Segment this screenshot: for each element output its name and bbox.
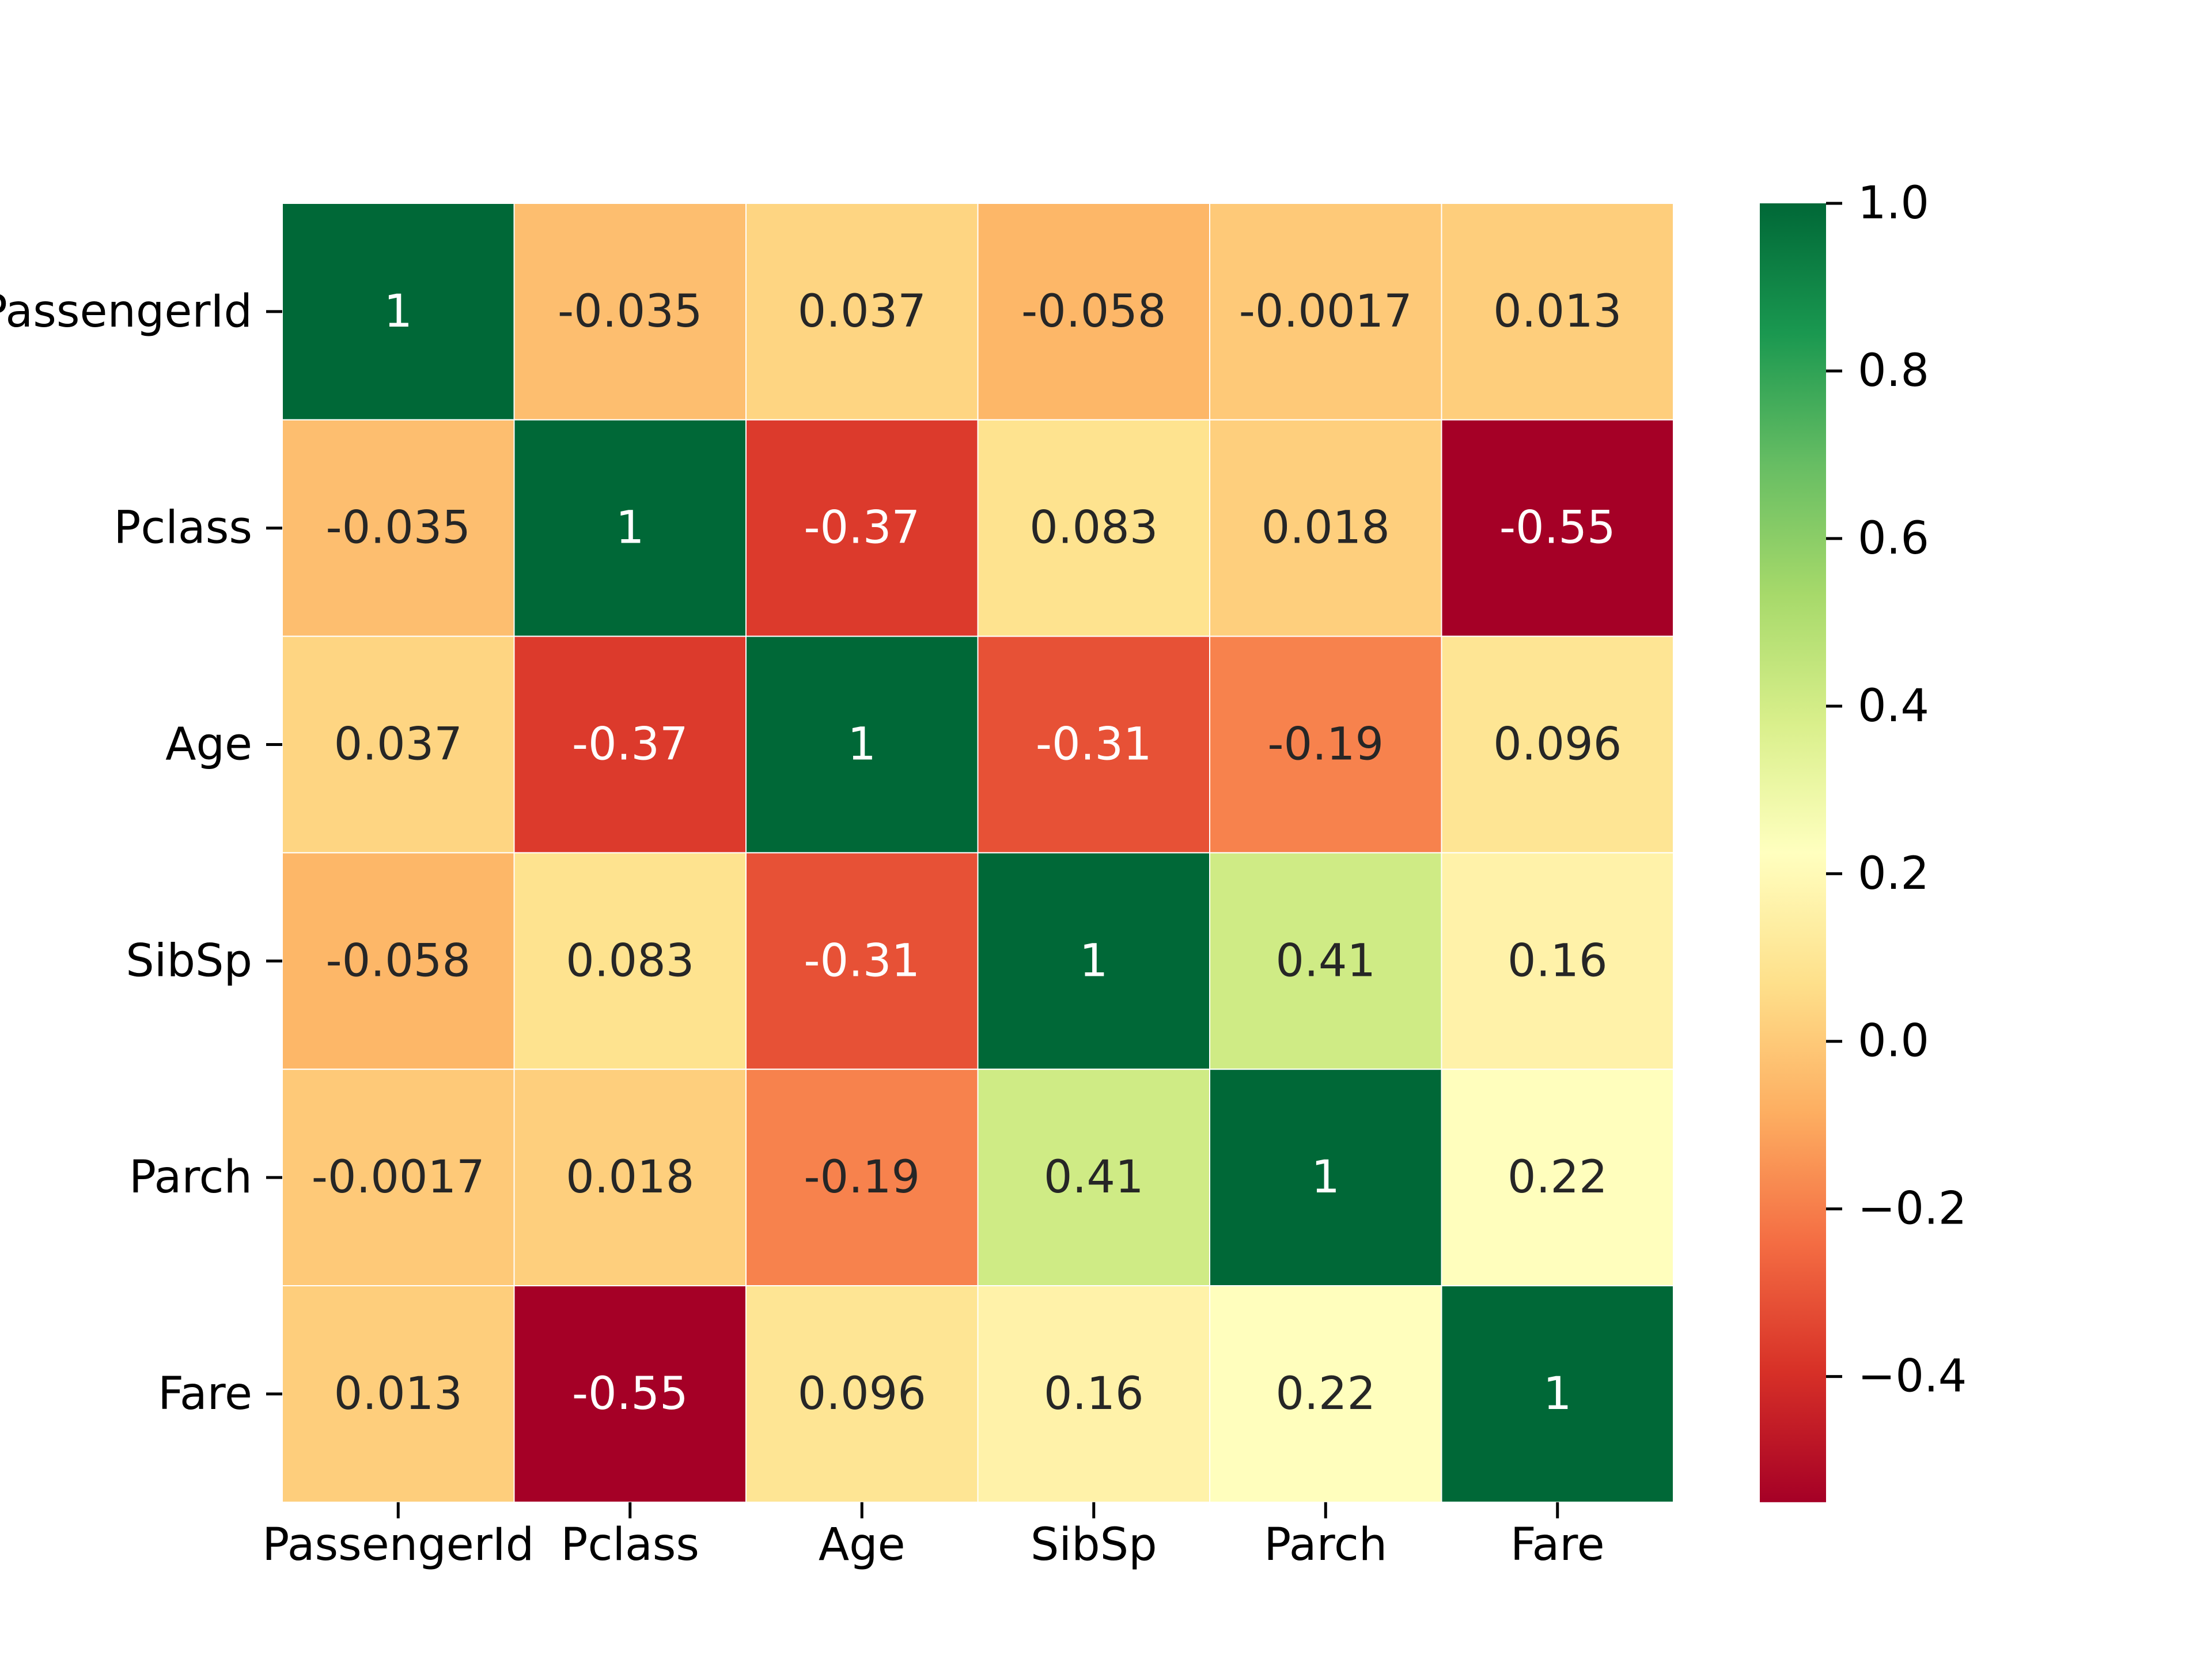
heatmap-cell bbox=[513, 203, 747, 421]
x-tick-label: PassengerId bbox=[262, 1519, 534, 1571]
heatmap-cell bbox=[1441, 1069, 1674, 1286]
colorbar-tick-label: −0.4 bbox=[1858, 1351, 1967, 1403]
cell-value-label: -0.058 bbox=[1021, 286, 1166, 338]
heatmap-cell bbox=[745, 852, 979, 1070]
cell-value-label: 0.018 bbox=[566, 1152, 694, 1203]
heatmap-annotations: 1 -0.035 0.037 -0.058 -0.0017 0.013 -0.035 1 -0.… bbox=[312, 286, 1622, 1420]
x-tick-label: Fare bbox=[1510, 1519, 1605, 1571]
x-tick-label: Parch bbox=[1264, 1519, 1387, 1571]
heatmap-cell bbox=[513, 852, 747, 1070]
colorbar-tick-label: 0.2 bbox=[1858, 848, 1929, 900]
cell-value-label: 0.16 bbox=[1508, 935, 1608, 987]
colorbar-tick-label: −0.2 bbox=[1858, 1183, 1967, 1235]
heatmap-cells bbox=[282, 203, 1674, 1503]
cell-value-label: 1 bbox=[384, 286, 412, 338]
y-tick-label: Pclass bbox=[113, 502, 252, 554]
y-tick-label: Parch bbox=[129, 1152, 252, 1203]
cell-value-label: -0.035 bbox=[326, 502, 471, 554]
heatmap-cell bbox=[745, 419, 979, 637]
cell-value-label: 1 bbox=[1543, 1368, 1572, 1420]
cell-value-label: -0.19 bbox=[1267, 719, 1384, 771]
y-axis: PassengerId Pclass Age SibSp Parch Fare bbox=[0, 286, 282, 1420]
cell-value-label: 0.083 bbox=[1029, 502, 1158, 554]
y-tick-label: Age bbox=[165, 719, 252, 771]
colorbar-tick-label: 0.6 bbox=[1858, 513, 1929, 565]
heatmap-cell bbox=[1441, 852, 1674, 1070]
heatmap-cell bbox=[745, 203, 979, 421]
heatmap-cell bbox=[282, 419, 515, 637]
heatmap-cell bbox=[513, 635, 747, 854]
y-tick-label: SibSp bbox=[126, 935, 252, 987]
colorbar-tick-label: 0.8 bbox=[1858, 345, 1929, 397]
cell-value-label: 0.41 bbox=[1275, 935, 1376, 987]
heatmap-cell bbox=[745, 635, 979, 854]
heatmap-cell bbox=[1209, 1069, 1442, 1286]
y-tick-label: PassengerId bbox=[0, 286, 252, 338]
heatmap-cell bbox=[1209, 852, 1442, 1070]
colorbar-tick-label: 0.4 bbox=[1858, 680, 1929, 732]
cell-value-label: 0.41 bbox=[1044, 1152, 1144, 1203]
heatmap-cell bbox=[977, 635, 1210, 854]
x-tick-label: Pclass bbox=[560, 1519, 699, 1571]
colorbar: 1.0 0.8 0.6 0.4 0.2 0.0 −0.2 −0.4 bbox=[1760, 177, 1967, 1502]
cell-value-label: 0.037 bbox=[334, 719, 463, 771]
x-tick-label: Age bbox=[819, 1519, 906, 1571]
cell-value-label: -0.37 bbox=[804, 502, 920, 554]
cell-value-label: 0.018 bbox=[1262, 502, 1390, 554]
heatmap-cell bbox=[1441, 1285, 1674, 1503]
cell-value-label: -0.0017 bbox=[1239, 286, 1412, 338]
y-tick-label: Fare bbox=[158, 1368, 252, 1420]
heatmap-cell bbox=[1441, 635, 1674, 854]
heatmap-cell bbox=[282, 1069, 515, 1286]
colorbar-tick-label: 0.0 bbox=[1858, 1016, 1929, 1067]
cell-value-label: 1 bbox=[616, 502, 645, 554]
x-axis: PassengerId Pclass Age SibSp Parch Fare bbox=[262, 1502, 1605, 1571]
heatmap-cell bbox=[977, 1285, 1210, 1503]
cell-value-label: 0.22 bbox=[1275, 1368, 1376, 1420]
cell-value-label: 0.22 bbox=[1508, 1152, 1608, 1203]
cell-value-label: -0.0017 bbox=[312, 1152, 485, 1203]
cell-value-label: 0.037 bbox=[798, 286, 926, 338]
cell-value-label: -0.55 bbox=[572, 1368, 688, 1420]
heatmap-cell bbox=[1209, 635, 1442, 854]
heatmap-cell bbox=[282, 852, 515, 1070]
cell-value-label: 0.013 bbox=[334, 1368, 463, 1420]
heatmap-cell bbox=[1441, 203, 1674, 421]
cell-value-label: -0.31 bbox=[804, 935, 920, 987]
heatmap-cell bbox=[513, 419, 747, 637]
cell-value-label: 1 bbox=[1080, 935, 1108, 987]
cell-value-label: -0.37 bbox=[572, 719, 688, 771]
cell-value-label: -0.19 bbox=[804, 1152, 920, 1203]
cell-value-label: -0.31 bbox=[1036, 719, 1152, 771]
heatmap-cell bbox=[977, 419, 1210, 637]
heatmap-cell bbox=[1441, 419, 1674, 637]
cell-value-label: 0.096 bbox=[1493, 719, 1622, 771]
heatmap-cell bbox=[282, 635, 515, 854]
heatmap-cell bbox=[977, 203, 1210, 421]
colorbar-tick-label: 1.0 bbox=[1858, 177, 1929, 229]
heatmap-cell bbox=[282, 203, 515, 421]
cell-value-label: 0.013 bbox=[1493, 286, 1622, 338]
cell-value-label: 0.16 bbox=[1044, 1368, 1144, 1420]
heatmap-cell bbox=[282, 1285, 515, 1503]
cell-value-label: 0.096 bbox=[798, 1368, 926, 1420]
cell-value-label: 1 bbox=[847, 719, 876, 771]
heatmap-cell bbox=[745, 1285, 979, 1503]
cell-value-label: 1 bbox=[1311, 1152, 1340, 1203]
cell-value-label: -0.55 bbox=[1499, 502, 1616, 554]
cell-value-label: -0.058 bbox=[326, 935, 471, 987]
cell-value-label: 0.083 bbox=[566, 935, 694, 987]
x-tick-label: SibSp bbox=[1031, 1519, 1157, 1571]
heatmap-cell bbox=[1209, 1285, 1442, 1503]
heatmap-cell bbox=[513, 1069, 747, 1286]
cell-value-label: -0.035 bbox=[558, 286, 702, 338]
heatmap-cell bbox=[977, 1069, 1210, 1286]
colorbar-gradient bbox=[1760, 203, 1826, 1502]
heatmap-cell bbox=[977, 852, 1210, 1070]
